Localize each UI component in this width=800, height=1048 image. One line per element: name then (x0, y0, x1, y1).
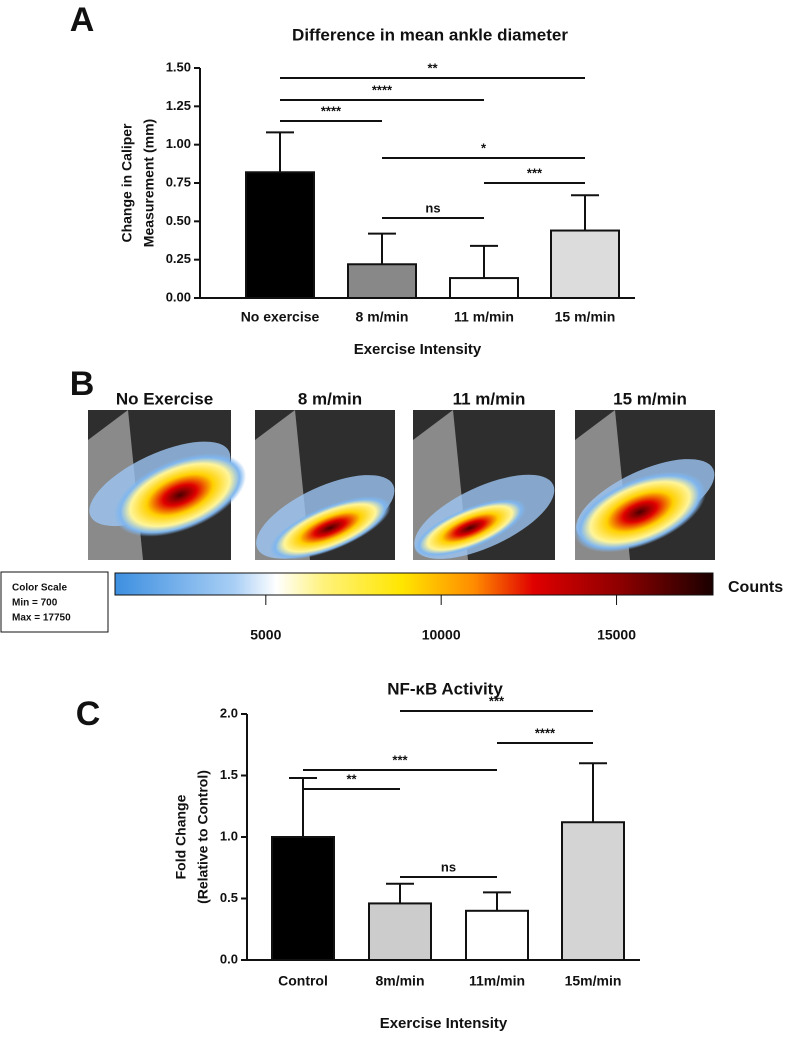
y-axis-label: Measurement (mm) (141, 119, 157, 247)
x-tick-label: 15m/min (565, 973, 622, 989)
x-tick-label: Control (278, 973, 328, 989)
y-tick-label: 1.25 (166, 98, 191, 113)
y-tick-label: 1.0 (220, 828, 238, 843)
signal-hotspot (573, 471, 707, 553)
legend-text: Max = 17750 (12, 613, 71, 624)
legend-text: Min = 700 (12, 598, 58, 609)
bar (465, 909, 529, 961)
colorbar-label: Counts (728, 579, 783, 596)
bar (561, 821, 625, 961)
significance-label: ** (427, 60, 438, 75)
image-label: 8 m/min (298, 389, 362, 408)
x-tick-label: 15000 (597, 627, 636, 643)
colorbar (114, 572, 714, 596)
x-tick-label: 15 m/min (555, 309, 616, 325)
x-tick-label: No exercise (241, 309, 320, 325)
panel-letter: A (70, 1, 95, 39)
y-axis-label: Fold Change (173, 794, 189, 879)
x-tick-label: 5000 (250, 627, 281, 643)
image-label: No Exercise (116, 389, 213, 408)
x-tick-label: 8m/min (375, 973, 424, 989)
significance-label: **** (372, 82, 393, 97)
y-tick-label: 0.75 (166, 174, 191, 189)
significance-label: * (481, 140, 487, 155)
y-tick-label: 0.25 (166, 251, 191, 266)
y-tick-label: 1.00 (166, 136, 191, 151)
y-tick-label: 1.50 (166, 59, 191, 74)
chart-title: Difference in mean ankle diameter (292, 25, 568, 44)
significance-label: ns (425, 200, 440, 215)
y-tick-label: 0.50 (166, 213, 191, 228)
y-axis-label: (Relative to Control) (195, 770, 211, 904)
y-tick-label: 0.00 (166, 289, 191, 304)
y-tick-label: 0.5 (220, 890, 238, 905)
signal-hotspot (269, 496, 391, 560)
signal-hotspot (113, 453, 247, 537)
y-tick-label: 0.0 (220, 951, 238, 966)
significance-label: ** (346, 771, 357, 786)
panel-letter: C (76, 695, 101, 733)
legend-box (0, 571, 109, 633)
x-axis-label: Exercise Intensity (380, 1015, 508, 1032)
x-tick-label: 11m/min (469, 973, 525, 989)
bar (347, 263, 417, 299)
chart-title: NF-κB Activity (387, 679, 503, 698)
legend-text: Color Scale (12, 583, 67, 594)
x-tick-label: 11 m/min (454, 309, 514, 325)
y-tick-label: 2.0 (220, 705, 238, 720)
bar (245, 171, 315, 299)
panel-letter: B (70, 365, 95, 403)
bar (550, 229, 620, 300)
y-axis-label: Change in Caliper (119, 123, 135, 243)
bar (368, 902, 432, 961)
y-tick-label: 1.5 (220, 767, 238, 782)
significance-label: **** (535, 725, 556, 740)
significance-label: *** (392, 752, 408, 767)
signal-hotspot (413, 498, 527, 558)
significance-label: **** (321, 103, 342, 118)
significance-label: ns (441, 859, 456, 874)
image-label: 11 m/min (453, 389, 526, 408)
x-tick-label: 8 m/min (356, 309, 409, 325)
significance-label: *** (489, 693, 505, 708)
x-tick-label: 10000 (422, 627, 461, 643)
image-label: 15 m/min (613, 389, 687, 408)
significance-label: *** (527, 165, 543, 180)
bar (271, 836, 335, 961)
x-axis-label: Exercise Intensity (354, 341, 482, 358)
bar (449, 277, 519, 300)
